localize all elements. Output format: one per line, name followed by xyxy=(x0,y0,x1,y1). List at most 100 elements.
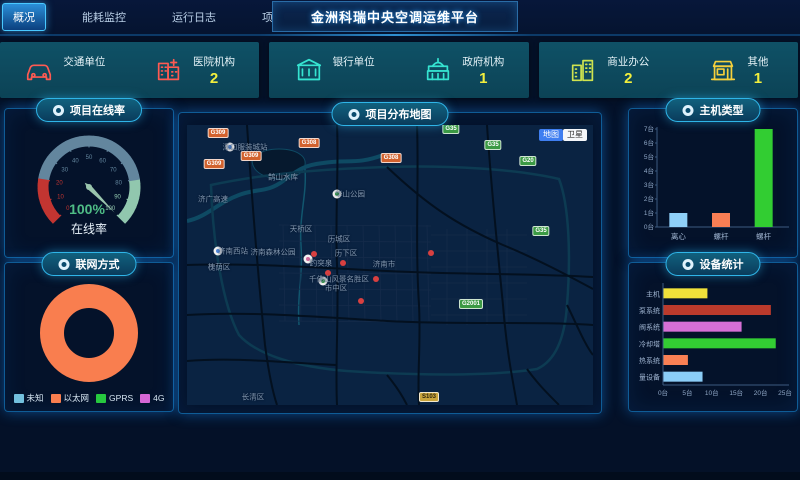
map-label-千佛山风景名胜区: 千佛山风景名胜区 xyxy=(309,274,369,284)
legend-item-以太网[interactable]: 以太网 xyxy=(50,392,89,404)
road-badge-G20: G20 xyxy=(519,156,537,166)
panel-device-stats-title: 设备统计 xyxy=(665,252,761,276)
panel-device-stats: 设备统计 0台 5台 10台 15台 20台 25台 主机 泵系统 阀系统 冷却塔 热系统 量设备 xyxy=(628,252,798,412)
svg-text:螺杆: 螺杆 xyxy=(756,231,771,241)
svg-text:70: 70 xyxy=(110,167,117,173)
panel-host-type: 主机类型 0台 1台 2台 3台 4台 5台 6台 7台 离心 螺杆 螺杆 xyxy=(628,98,798,258)
legend-swatch xyxy=(140,393,151,403)
stat-value: 1 xyxy=(479,69,488,87)
map-label-济南西站: 济南西站 xyxy=(218,246,248,256)
svg-text:冷却塔: 冷却塔 xyxy=(639,339,660,348)
nav-tab-1[interactable]: 能耗监控 xyxy=(82,12,126,24)
legend-item-4G[interactable]: 4G xyxy=(140,392,164,404)
svg-text:25台: 25台 xyxy=(778,388,792,397)
road-badge-G309: G309 xyxy=(203,159,225,169)
road-badge-G35: G35 xyxy=(442,125,460,134)
project-marker[interactable] xyxy=(325,270,331,276)
svg-text:在线率: 在线率 xyxy=(71,221,107,236)
svg-text:主机: 主机 xyxy=(646,289,660,298)
legend-label: 未知 xyxy=(26,393,44,403)
link-icon xyxy=(53,104,64,116)
svg-text:20台: 20台 xyxy=(754,388,768,397)
shop-icon xyxy=(708,55,738,85)
svg-text:10: 10 xyxy=(57,194,64,200)
svg-text:10台: 10台 xyxy=(705,388,719,397)
stat-label: 交通单位 xyxy=(63,55,106,68)
road-badge-G35: G35 xyxy=(532,226,550,236)
map-area[interactable]: G309 G309 G309 G308 G308 G35 G35 G35 G20 G2001 S10… xyxy=(187,125,593,405)
road-badge-G308: G308 xyxy=(380,153,402,163)
network-donut-chart xyxy=(40,284,138,382)
legend-label: 4G xyxy=(153,393,165,403)
map-control-卫星[interactable]: 卫星 xyxy=(563,129,587,141)
panel-host-type-label: 主机类型 xyxy=(699,105,744,117)
svg-text:阀系统: 阀系统 xyxy=(639,323,660,332)
stat-label: 商业办公 xyxy=(607,55,650,68)
map-control-地图[interactable]: 地图 xyxy=(539,129,563,141)
panel-network: 联网方式 未知 以太网 GPRS 4G xyxy=(4,252,174,412)
nav-tab-2[interactable]: 运行日志 xyxy=(172,12,216,24)
project-marker[interactable] xyxy=(358,298,364,304)
stats-row: 交通单位 医院机构 2 银行单位 政府机构 1 商业办公 2 其他 1 xyxy=(0,42,798,98)
svg-text:20: 20 xyxy=(56,180,63,186)
park-marker[interactable] xyxy=(318,276,328,286)
platform-title: 金洲科瑞中央空调运维平台 xyxy=(310,10,479,25)
panel-network-label: 联网方式 xyxy=(75,259,120,271)
network-legend: 未知 以太网 GPRS 4G xyxy=(5,392,173,404)
nav-tab-0[interactable]: 概况 xyxy=(2,3,46,31)
poi-marker[interactable] xyxy=(303,254,313,264)
panel-map-label: 项目分布地图 xyxy=(365,109,432,121)
svg-text:6台: 6台 xyxy=(644,138,654,147)
footer-strip xyxy=(0,472,800,480)
panel-online-rate-title: 项目在线率 xyxy=(36,98,142,122)
station-marker[interactable] xyxy=(225,142,235,152)
monitor-icon xyxy=(682,104,694,116)
road-badge-G309: G309 xyxy=(240,151,262,161)
antenna-icon xyxy=(58,258,70,270)
svg-text:100: 100 xyxy=(105,206,116,212)
project-marker[interactable] xyxy=(428,250,434,256)
map-label-历下区: 历下区 xyxy=(334,248,358,258)
road-badge-G309: G309 xyxy=(207,128,229,138)
legend-swatch xyxy=(50,393,61,403)
hospital-icon xyxy=(154,55,184,85)
svg-text:100%: 100% xyxy=(69,201,105,217)
stat-value: 2 xyxy=(624,69,633,87)
stat-card-0: 交通单位 医院机构 2 xyxy=(0,42,260,98)
svg-text:热系统: 热系统 xyxy=(639,356,660,365)
map-label-鹊山水库: 鹊山水库 xyxy=(268,172,298,182)
stat-item-银行单位: 银行单位 xyxy=(294,54,375,87)
map-label-天桥区: 天桥区 xyxy=(289,224,313,234)
legend-item-未知[interactable]: 未知 xyxy=(13,392,44,404)
map-label-济广高速: 济广高速 xyxy=(198,194,228,204)
project-marker[interactable] xyxy=(311,251,317,257)
stat-label: 银行单位 xyxy=(332,55,375,68)
road-badge-G35: G35 xyxy=(484,140,502,150)
svg-text:60: 60 xyxy=(99,158,106,164)
svg-text:80: 80 xyxy=(115,180,122,186)
stat-value: 1 xyxy=(753,69,763,87)
panel-online-rate: 项目在线率 0 10 20 30 40 50 60 70 80 90 100 100% 在线率 xyxy=(4,98,174,258)
station-marker[interactable] xyxy=(213,246,223,256)
legend-item-GPRS[interactable]: GPRS xyxy=(96,392,133,404)
svg-text:50: 50 xyxy=(86,155,93,161)
stat-label: 医院机构 xyxy=(192,55,235,68)
panel-device-stats-label: 设备统计 xyxy=(699,259,744,271)
office-icon xyxy=(568,55,598,85)
road-badge-G2001: G2001 xyxy=(458,299,484,309)
svg-text:5台: 5台 xyxy=(682,388,692,397)
map-label-市中区: 市中区 xyxy=(324,283,348,293)
stat-label: 政府机构 xyxy=(462,55,505,68)
road-badge-G308: G308 xyxy=(298,138,320,148)
svg-text:离心: 离心 xyxy=(671,231,686,241)
map-label-长清区: 长清区 xyxy=(241,392,265,402)
government-icon xyxy=(423,55,453,85)
project-marker[interactable] xyxy=(340,260,346,266)
park-marker[interactable] xyxy=(332,189,342,199)
project-marker[interactable] xyxy=(373,276,379,282)
panel-online-rate-label: 项目在线率 xyxy=(70,105,125,117)
bank-icon xyxy=(294,55,324,85)
map-canvas xyxy=(187,125,593,405)
stat-value: 2 xyxy=(209,69,219,87)
